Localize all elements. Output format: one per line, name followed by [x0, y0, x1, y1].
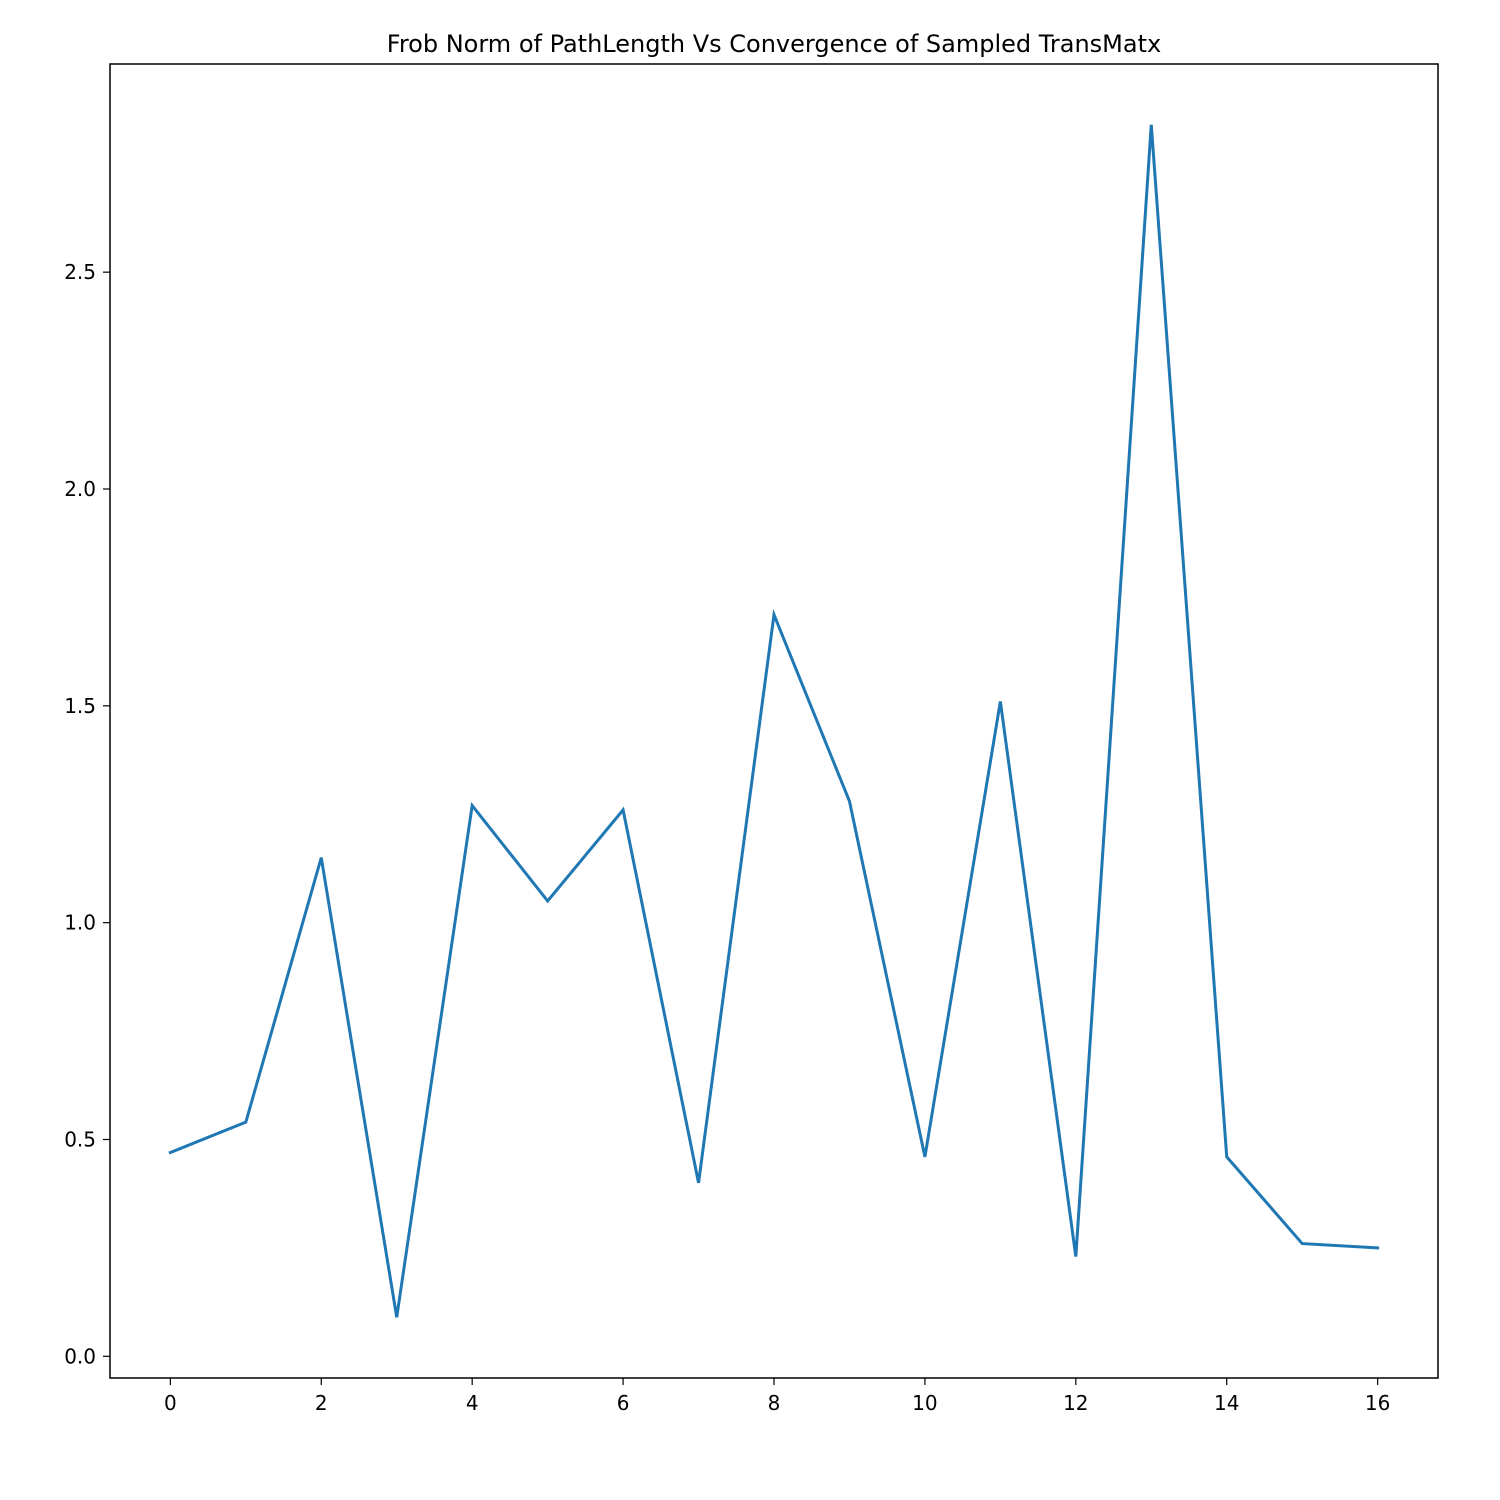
y-axis: 0.0 0.5 1.0 1.5 2.0 2.5 [64, 260, 110, 1368]
x-tick-label: 16 [1365, 1391, 1390, 1415]
y-tick-label: 2.0 [64, 477, 96, 501]
x-axis: 0 2 4 6 8 10 12 14 16 [164, 1378, 1390, 1415]
series-line-0 [168, 124, 1380, 1318]
y-tick-label: 0.5 [64, 1127, 96, 1151]
x-tick-label: 8 [768, 1391, 781, 1415]
plot-area [168, 124, 1380, 1318]
x-tick-label: 14 [1214, 1391, 1239, 1415]
y-tick-label: 1.0 [64, 911, 96, 935]
x-tick-label: 2 [315, 1391, 328, 1415]
y-tick-label: 0.0 [64, 1344, 96, 1368]
x-tick-label: 0 [164, 1391, 177, 1415]
y-tick-label: 1.5 [64, 694, 96, 718]
axes-frame [109, 63, 1439, 1379]
x-tick-label: 10 [912, 1391, 937, 1415]
x-tick-label: 4 [466, 1391, 479, 1415]
x-tick-label: 6 [617, 1391, 630, 1415]
x-tick-label: 12 [1063, 1391, 1088, 1415]
y-tick-label: 2.5 [64, 260, 96, 284]
chart-title: Frob Norm of PathLength Vs Convergence o… [387, 30, 1161, 58]
